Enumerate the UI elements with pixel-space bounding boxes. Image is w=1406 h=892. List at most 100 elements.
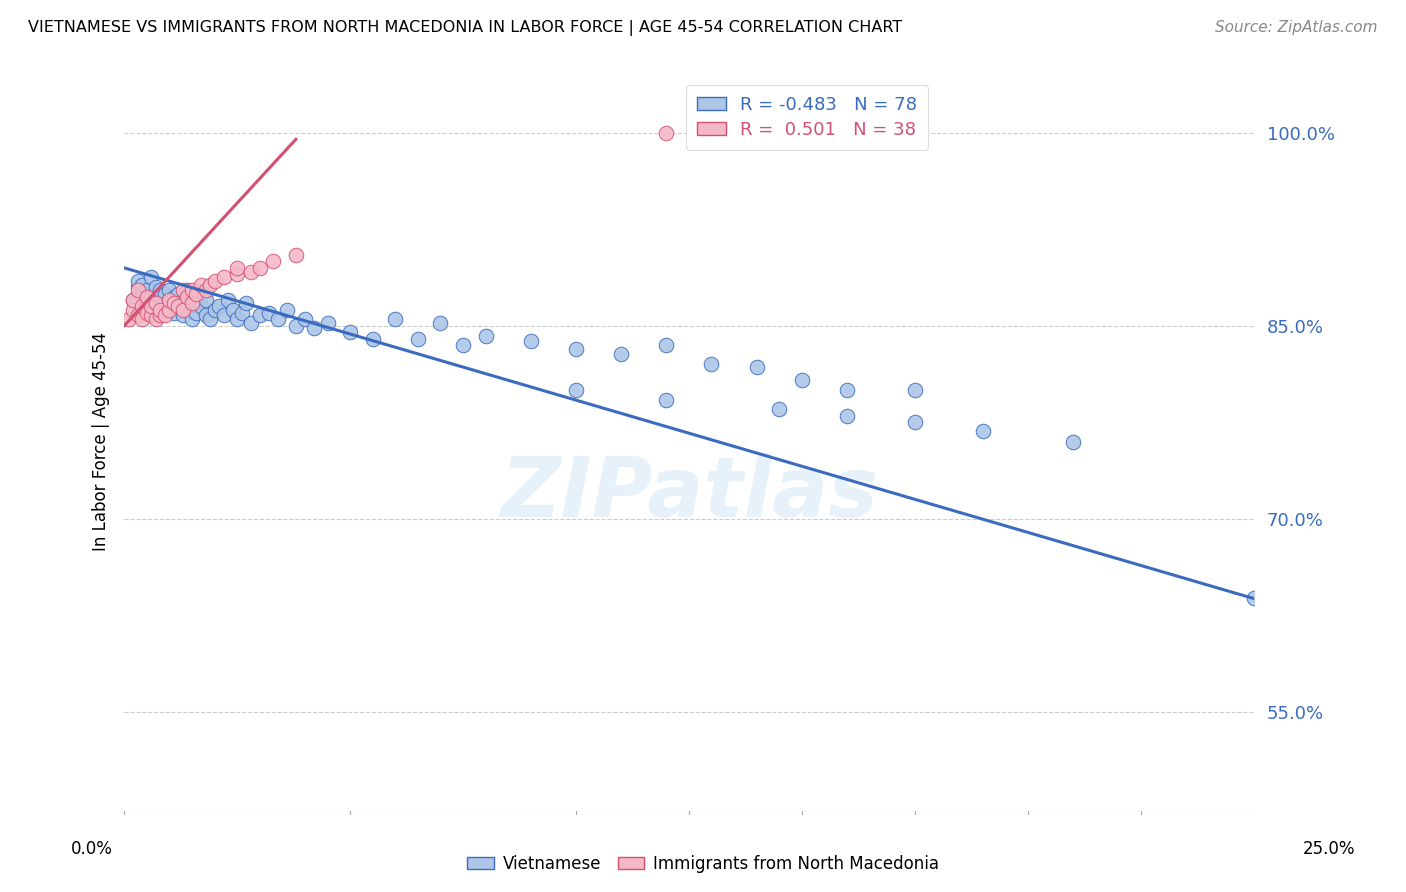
- Point: [284, 248, 307, 262]
- Point: [226, 312, 249, 326]
- Point: [131, 312, 153, 326]
- Point: [212, 269, 235, 284]
- Point: [176, 283, 198, 297]
- Point: [167, 300, 190, 314]
- Point: [231, 306, 253, 320]
- Point: [226, 260, 249, 275]
- Point: [249, 309, 271, 323]
- Point: [163, 306, 186, 320]
- Point: [172, 309, 194, 323]
- Point: [127, 283, 149, 297]
- Point: [135, 283, 157, 297]
- Point: [145, 280, 167, 294]
- Point: [122, 293, 145, 307]
- Point: [145, 312, 167, 326]
- Point: [194, 309, 217, 323]
- Point: [186, 286, 208, 301]
- Point: [384, 312, 406, 326]
- Point: [235, 295, 257, 310]
- Point: [181, 283, 204, 297]
- Point: [163, 290, 186, 304]
- Point: [176, 290, 198, 304]
- Point: [267, 312, 290, 326]
- Point: [429, 316, 451, 330]
- Legend: R = -0.483   N = 78, R =  0.501   N = 38: R = -0.483 N = 78, R = 0.501 N = 38: [686, 85, 928, 150]
- Point: [131, 277, 153, 292]
- Text: 25.0%: 25.0%: [1302, 840, 1355, 858]
- Point: [145, 293, 167, 307]
- Point: [149, 283, 172, 297]
- Point: [655, 126, 678, 140]
- Point: [157, 303, 180, 318]
- Point: [186, 306, 208, 320]
- Point: [145, 286, 167, 301]
- Point: [127, 309, 149, 323]
- Point: [131, 286, 153, 301]
- Point: [172, 283, 194, 297]
- Point: [276, 303, 298, 318]
- Point: [131, 300, 153, 314]
- Point: [157, 293, 180, 307]
- Point: [700, 357, 723, 371]
- Point: [451, 338, 474, 352]
- Point: [239, 265, 262, 279]
- Point: [149, 303, 172, 318]
- Point: [127, 274, 149, 288]
- Point: [1062, 434, 1084, 449]
- Point: [745, 359, 768, 374]
- Point: [972, 424, 994, 438]
- Point: [149, 300, 172, 314]
- Text: ZIPatlas: ZIPatlas: [501, 453, 877, 534]
- Point: [122, 293, 145, 307]
- Point: [172, 303, 194, 318]
- Point: [157, 293, 180, 307]
- Point: [149, 309, 172, 323]
- Point: [904, 415, 927, 429]
- Point: [655, 393, 678, 408]
- Point: [294, 312, 316, 326]
- Point: [149, 306, 172, 320]
- Point: [141, 290, 163, 304]
- Point: [790, 373, 813, 387]
- Point: [204, 274, 226, 288]
- Point: [474, 329, 496, 343]
- Point: [190, 277, 212, 292]
- Point: [194, 293, 217, 307]
- Point: [520, 334, 543, 349]
- Point: [118, 312, 141, 326]
- Point: [167, 286, 190, 301]
- Point: [406, 332, 429, 346]
- Text: VIETNAMESE VS IMMIGRANTS FROM NORTH MACEDONIA IN LABOR FORCE | AGE 45-54 CORRELA: VIETNAMESE VS IMMIGRANTS FROM NORTH MACE…: [28, 20, 903, 36]
- Point: [157, 283, 180, 297]
- Point: [141, 309, 163, 323]
- Point: [153, 295, 176, 310]
- Point: [835, 409, 858, 423]
- Point: [239, 316, 262, 330]
- Point: [163, 295, 186, 310]
- Point: [212, 309, 235, 323]
- Point: [181, 312, 204, 326]
- Point: [176, 303, 198, 318]
- Point: [157, 303, 180, 318]
- Point: [198, 312, 221, 326]
- Point: [122, 303, 145, 318]
- Point: [204, 303, 226, 318]
- Point: [141, 306, 163, 320]
- Point: [153, 286, 176, 301]
- Point: [768, 402, 790, 417]
- Point: [208, 300, 231, 314]
- Point: [141, 269, 163, 284]
- Point: [1243, 591, 1265, 606]
- Point: [835, 383, 858, 397]
- Point: [226, 268, 249, 282]
- Point: [198, 277, 221, 292]
- Point: [221, 303, 243, 318]
- Point: [135, 306, 157, 320]
- Point: [257, 306, 280, 320]
- Point: [167, 300, 190, 314]
- Point: [284, 318, 307, 333]
- Point: [135, 290, 157, 304]
- Point: [565, 342, 588, 356]
- Point: [565, 383, 588, 397]
- Point: [316, 316, 339, 330]
